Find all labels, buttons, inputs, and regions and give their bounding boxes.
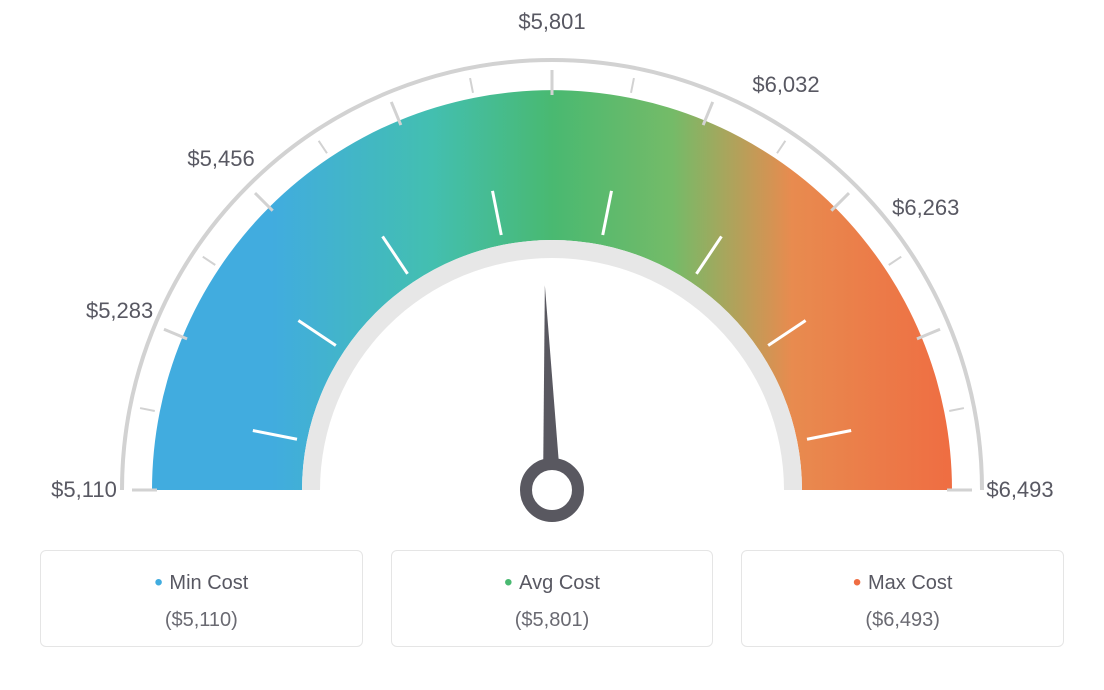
legend-value-min: ($5,110): [51, 609, 352, 632]
legend-card-avg: Avg Cost ($5,801): [391, 550, 714, 647]
legend-title-avg: Avg Cost: [402, 569, 703, 597]
gauge-tick-label: $6,493: [986, 477, 1053, 503]
legend-value-max: ($6,493): [752, 609, 1053, 632]
gauge-tick-label: $5,456: [187, 146, 254, 172]
legend-title-min: Min Cost: [51, 569, 352, 597]
legend-row: Min Cost ($5,110) Avg Cost ($5,801) Max …: [0, 550, 1104, 647]
legend-card-min: Min Cost ($5,110): [40, 550, 363, 647]
gauge-tick-label: $5,283: [86, 298, 153, 324]
legend-title-max: Max Cost: [752, 569, 1053, 597]
gauge-tick-label: $6,032: [752, 72, 819, 98]
gauge-svg: [0, 0, 1104, 540]
gauge-chart: $5,110 $5,283 $5,456 $5,801 $6,032 $6,263 $6,4…: [0, 0, 1104, 540]
legend-value-avg: ($5,801): [402, 609, 703, 632]
gauge-tick-label: $5,110: [51, 477, 117, 503]
gauge-tick-label: $6,263: [892, 195, 959, 221]
legend-card-max: Max Cost ($6,493): [741, 550, 1064, 647]
gauge-tick-label: $5,801: [518, 9, 585, 35]
